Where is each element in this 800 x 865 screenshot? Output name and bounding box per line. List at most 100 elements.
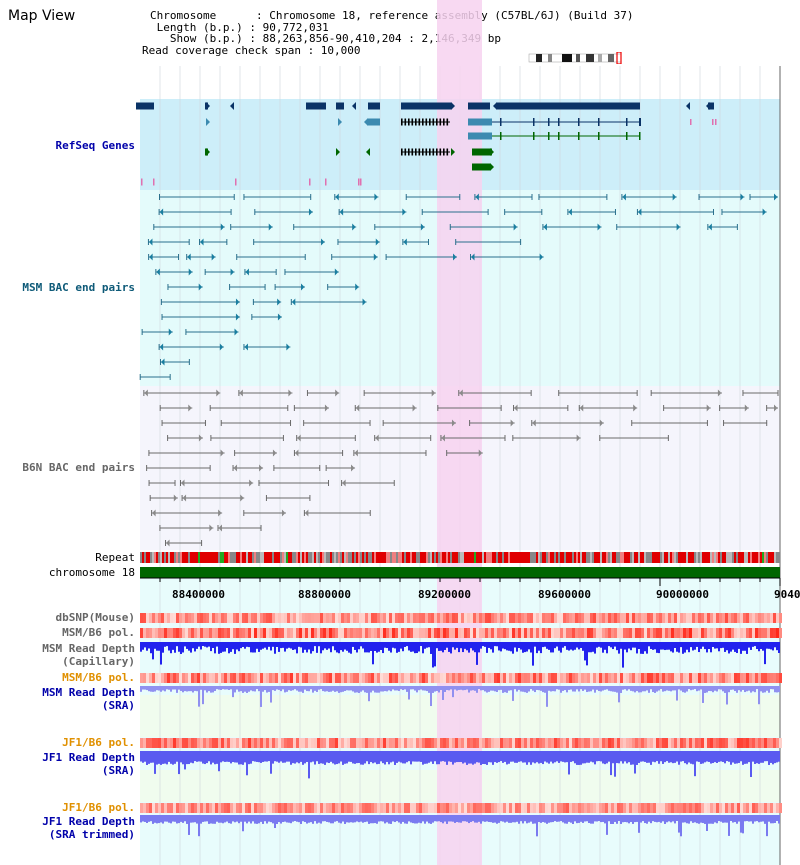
jf1-depth-trim-bar [258, 815, 260, 824]
msm-depth-capillary-bar [608, 642, 610, 647]
msm-depth-sra-bar [496, 686, 498, 692]
repeat-segment [760, 552, 762, 563]
track-label-jf1-depth-sra[interactable]: JF1 Read Depth (SRA) [42, 751, 135, 777]
msm-depth-sra-bar [336, 686, 338, 692]
msm-b6-pol-strip [698, 628, 701, 638]
msm-b6-pol-strip [458, 673, 461, 683]
repeat-segment [458, 552, 460, 563]
repeat-segment [752, 552, 754, 563]
jf1-depth-trim-bar [482, 815, 484, 822]
track-label-b6n-bac[interactable]: B6N BAC end pairs [22, 461, 135, 474]
jf1-b6-pol-strip [302, 803, 305, 813]
msm-b6-pol-strip [284, 628, 287, 638]
dbsnp-strip [476, 613, 479, 623]
msm-b6-pol-strip [305, 673, 308, 683]
track-label-jf1-b6-pol-1[interactable]: JF1/B6 pol. [62, 736, 135, 749]
jf1-depth-trim-bar [308, 815, 310, 823]
track-label-msm-bac[interactable]: MSM BAC end pairs [22, 281, 135, 294]
jf1-b6-pol-strip [425, 803, 428, 813]
repeat-segment [368, 552, 370, 563]
msm-depth-capillary-bar [416, 642, 418, 654]
msm-b6-pol-strip [329, 628, 332, 638]
msm-depth-capillary-bar [652, 642, 654, 650]
repeat-segment [370, 552, 372, 563]
msm-depth-capillary-bar [618, 642, 620, 654]
msm-depth-sra-bar [484, 686, 486, 692]
chromosome-ideogram[interactable] [528, 52, 624, 64]
jf1-b6-pol-strip [752, 803, 755, 813]
jf1-b6-pol-strip [185, 803, 188, 813]
dbsnp-strip [413, 613, 416, 623]
jf1-depth-sra-bar [430, 751, 432, 762]
msm-b6-pol-strip [743, 628, 746, 638]
jf1-depth-trim-bar [622, 815, 624, 823]
msm-depth-sra-bar [512, 686, 514, 701]
msm-depth-sra-bar [146, 686, 148, 691]
msm-depth-sra-bar [196, 686, 198, 692]
repeat-segment [660, 552, 662, 563]
msm-b6-pol-strip [287, 673, 290, 683]
jf1-depth-trim-bar [648, 815, 650, 822]
jf1-b6-pol-strip [161, 738, 164, 748]
jf1-b6-pol-strip [701, 738, 704, 748]
track-label-msm-b6-pol-1[interactable]: MSM/B6 pol. [62, 626, 135, 639]
jf1-depth-trim-bar [644, 815, 646, 824]
gene-strand-arrow [272, 449, 277, 457]
jf1-depth-trim-bar [302, 815, 304, 822]
track-label-jf1-depth-trim[interactable]: JF1 Read Depth (SRA trimmed) [42, 815, 135, 841]
jf1-depth-trim-bar [400, 815, 402, 824]
msm-depth-capillary-bar [176, 642, 178, 647]
jf1-depth-sra-bar [490, 751, 492, 763]
jf1-depth-sra-bar [520, 751, 522, 762]
msm-b6-pol-strip [581, 628, 584, 638]
jf1-b6-pol-strip [359, 803, 362, 813]
msm-depth-capillary-bar [778, 642, 780, 653]
msm-depth-sra-bar [384, 686, 386, 692]
dbsnp-strip [740, 613, 743, 623]
gene-strand-arrow [706, 404, 711, 412]
refseq-mark [358, 178, 360, 186]
msm-depth-capillary-bar [542, 642, 544, 648]
jf1-depth-sra-bar [300, 751, 302, 762]
track-label-msm-depth-sra[interactable]: MSM Read Depth (SRA) [42, 686, 135, 712]
msm-b6-pol-strip [734, 673, 737, 683]
msm-depth-sra-bar [354, 686, 356, 693]
dbsnp-strip [521, 613, 524, 623]
msm-b6-pol-strip [686, 628, 689, 638]
repeat-segment [234, 552, 236, 563]
msm-b6-pol-strip [140, 628, 143, 638]
jf1-depth-trim-bar [512, 815, 514, 823]
dbsnp-strip [269, 613, 272, 623]
track-label-msm-b6-pol-2[interactable]: MSM/B6 pol. [62, 671, 135, 684]
repeat-segment [344, 552, 346, 563]
msm-depth-capillary-bar [280, 642, 282, 649]
jf1-b6-pol-strip [227, 738, 230, 748]
msm-b6-pol-strip [428, 673, 431, 683]
msm-depth-capillary-bar [288, 642, 290, 648]
msm-depth-sra-bar [256, 686, 258, 690]
jf1-b6-pol-strip [518, 803, 521, 813]
jf1-b6-pol-strip [671, 738, 674, 748]
track-label-jf1-b6-pol-2[interactable]: JF1/B6 pol. [62, 801, 135, 814]
msm-depth-sra-bar [258, 686, 260, 692]
track-label-refseq[interactable]: RefSeq Genes [55, 139, 135, 152]
track-label-msm-depth-capillary[interactable]: MSM Read Depth (Capillary) [42, 642, 135, 668]
repeat-segment [484, 552, 486, 563]
msm-depth-sra-bar [684, 686, 686, 693]
msm-depth-capillary-bar [330, 642, 332, 653]
jf1-depth-trim-bar [142, 815, 144, 822]
jf1-b6-pol-strip [422, 803, 425, 813]
msm-b6-pol-strip [440, 628, 443, 638]
msm-depth-capillary-bar [200, 642, 202, 650]
jf1-depth-sra-bar [604, 751, 606, 765]
msm-depth-sra-bar [266, 686, 268, 693]
jf1-b6-pol-strip [551, 738, 554, 748]
jf1-b6-pol-strip [761, 803, 764, 813]
msm-b6-pol-strip [401, 673, 404, 683]
jf1-depth-sra-bar [642, 751, 644, 762]
msm-b6-pol-strip [698, 673, 701, 683]
jf1-depth-sra-bar [522, 751, 524, 763]
track-label-dbsnp[interactable]: dbSNP(Mouse) [55, 611, 135, 624]
jf1-depth-sra-bar [578, 751, 580, 765]
msm-b6-pol-strip [308, 628, 311, 638]
